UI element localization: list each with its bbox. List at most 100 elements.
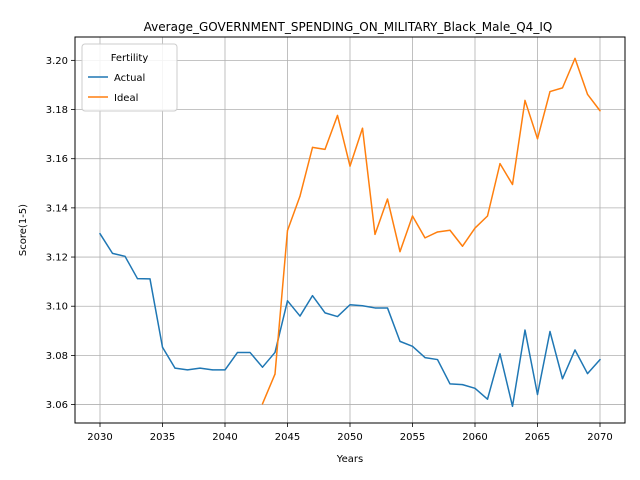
x-tick-label: 2035 <box>150 432 175 443</box>
data-point-ideal <box>386 198 389 200</box>
data-point-actual <box>424 357 426 359</box>
data-point-actual <box>161 346 164 348</box>
series-line-ideal <box>261 57 601 405</box>
y-axis-label: Score(1-5) <box>18 204 29 256</box>
data-point-actual <box>436 358 439 361</box>
data-point-actual <box>249 351 251 354</box>
y-tick-label: 3.20 <box>46 56 68 67</box>
x-axis-label: Years <box>336 454 363 465</box>
data-point-ideal <box>286 229 289 232</box>
x-tick-label: 2045 <box>275 432 300 443</box>
data-point-actual <box>336 315 339 318</box>
x-axis: 2030 2035 2040 2045 2050 2055 2060 2065 2070 <box>87 423 613 443</box>
data-point-ideal <box>474 227 476 229</box>
y-axis: 3.06 3.08 3.10 3.12 3.14 3.16 3.18 3.20 <box>46 56 75 411</box>
data-point-ideal <box>549 90 551 93</box>
data-point-actual <box>511 405 514 407</box>
series-layer <box>99 57 601 408</box>
data-point-ideal <box>274 373 276 375</box>
x-tick-label: 2050 <box>337 432 362 443</box>
data-point-actual <box>411 345 414 347</box>
data-point-ideal <box>374 233 376 236</box>
data-point-actual <box>311 295 314 297</box>
grid <box>75 37 625 423</box>
data-point-ideal <box>486 215 489 217</box>
legend-box <box>81 43 178 112</box>
data-point-ideal <box>299 195 301 197</box>
data-point-ideal <box>261 403 264 405</box>
data-point-ideal <box>311 146 314 148</box>
data-point-actual <box>224 369 226 371</box>
data-point-ideal <box>361 127 364 129</box>
y-tick-label: 3.08 <box>46 351 68 362</box>
data-point-actual <box>561 378 564 380</box>
data-point-ideal <box>424 237 426 239</box>
data-point-actual <box>399 340 401 342</box>
legend-title: Fertility <box>111 53 149 64</box>
data-point-ideal <box>574 57 576 59</box>
data-point-actual <box>286 300 289 302</box>
data-point-actual <box>599 358 601 361</box>
data-point-ideal <box>524 99 526 102</box>
data-point-actual <box>174 367 176 369</box>
data-point-actual <box>361 305 364 307</box>
data-point-actual <box>186 369 189 371</box>
data-point-actual <box>261 366 264 368</box>
data-point-ideal <box>336 114 339 117</box>
data-point-actual <box>374 307 376 309</box>
y-tick-label: 3.18 <box>46 105 68 116</box>
data-point-ideal <box>449 229 451 231</box>
data-point-ideal <box>511 183 514 186</box>
data-point-actual <box>524 329 526 331</box>
data-point-ideal <box>349 165 351 167</box>
x-tick-label: 2030 <box>87 432 112 443</box>
data-point-actual <box>486 398 489 400</box>
data-point-actual <box>586 372 589 375</box>
data-point-ideal <box>324 148 326 150</box>
legend-label-ideal: Ideal <box>114 93 138 104</box>
x-tick-label: 2065 <box>525 432 550 443</box>
y-tick-label: 3.10 <box>46 302 68 313</box>
data-point-actual <box>274 351 276 354</box>
x-tick-label: 2060 <box>462 432 487 443</box>
data-point-ideal <box>436 231 439 233</box>
data-point-actual <box>236 351 239 354</box>
data-point-actual <box>474 387 476 389</box>
data-point-ideal <box>536 138 539 140</box>
y-tick-label: 3.14 <box>46 203 68 214</box>
data-point-actual <box>149 278 151 280</box>
data-point-actual <box>549 330 551 333</box>
data-point-actual <box>136 278 139 280</box>
x-tick-label: 2055 <box>400 432 425 443</box>
data-point-actual <box>99 233 101 235</box>
data-point-ideal <box>461 245 464 247</box>
x-tick-label: 2070 <box>587 432 612 443</box>
data-point-actual <box>299 315 301 317</box>
data-point-actual <box>574 349 576 351</box>
data-point-ideal <box>499 163 501 165</box>
data-point-actual <box>211 369 214 371</box>
data-point-ideal <box>599 110 601 112</box>
data-point-actual <box>461 384 464 386</box>
chart-title: Average_GOVERNMENT_SPENDING_ON_MILITARY_… <box>144 20 553 34</box>
data-point-actual <box>199 367 201 369</box>
data-point-actual <box>324 312 326 314</box>
data-point-actual <box>536 393 539 396</box>
data-point-actual <box>349 304 351 306</box>
data-point-actual <box>124 255 126 257</box>
y-tick-label: 3.06 <box>46 400 68 411</box>
data-point-actual <box>449 383 451 385</box>
data-point-actual <box>111 252 114 254</box>
legend-label-actual: Actual <box>114 73 145 84</box>
y-tick-label: 3.16 <box>46 154 68 165</box>
y-tick-label: 3.12 <box>46 253 68 264</box>
data-point-ideal <box>561 87 564 89</box>
x-tick-label: 2040 <box>212 432 237 443</box>
data-point-ideal <box>399 251 401 253</box>
data-point-ideal <box>411 215 414 217</box>
data-point-actual <box>386 307 389 309</box>
data-point-actual <box>499 353 501 355</box>
legend: Fertility Actual Ideal <box>81 43 178 112</box>
data-point-ideal <box>586 93 589 95</box>
